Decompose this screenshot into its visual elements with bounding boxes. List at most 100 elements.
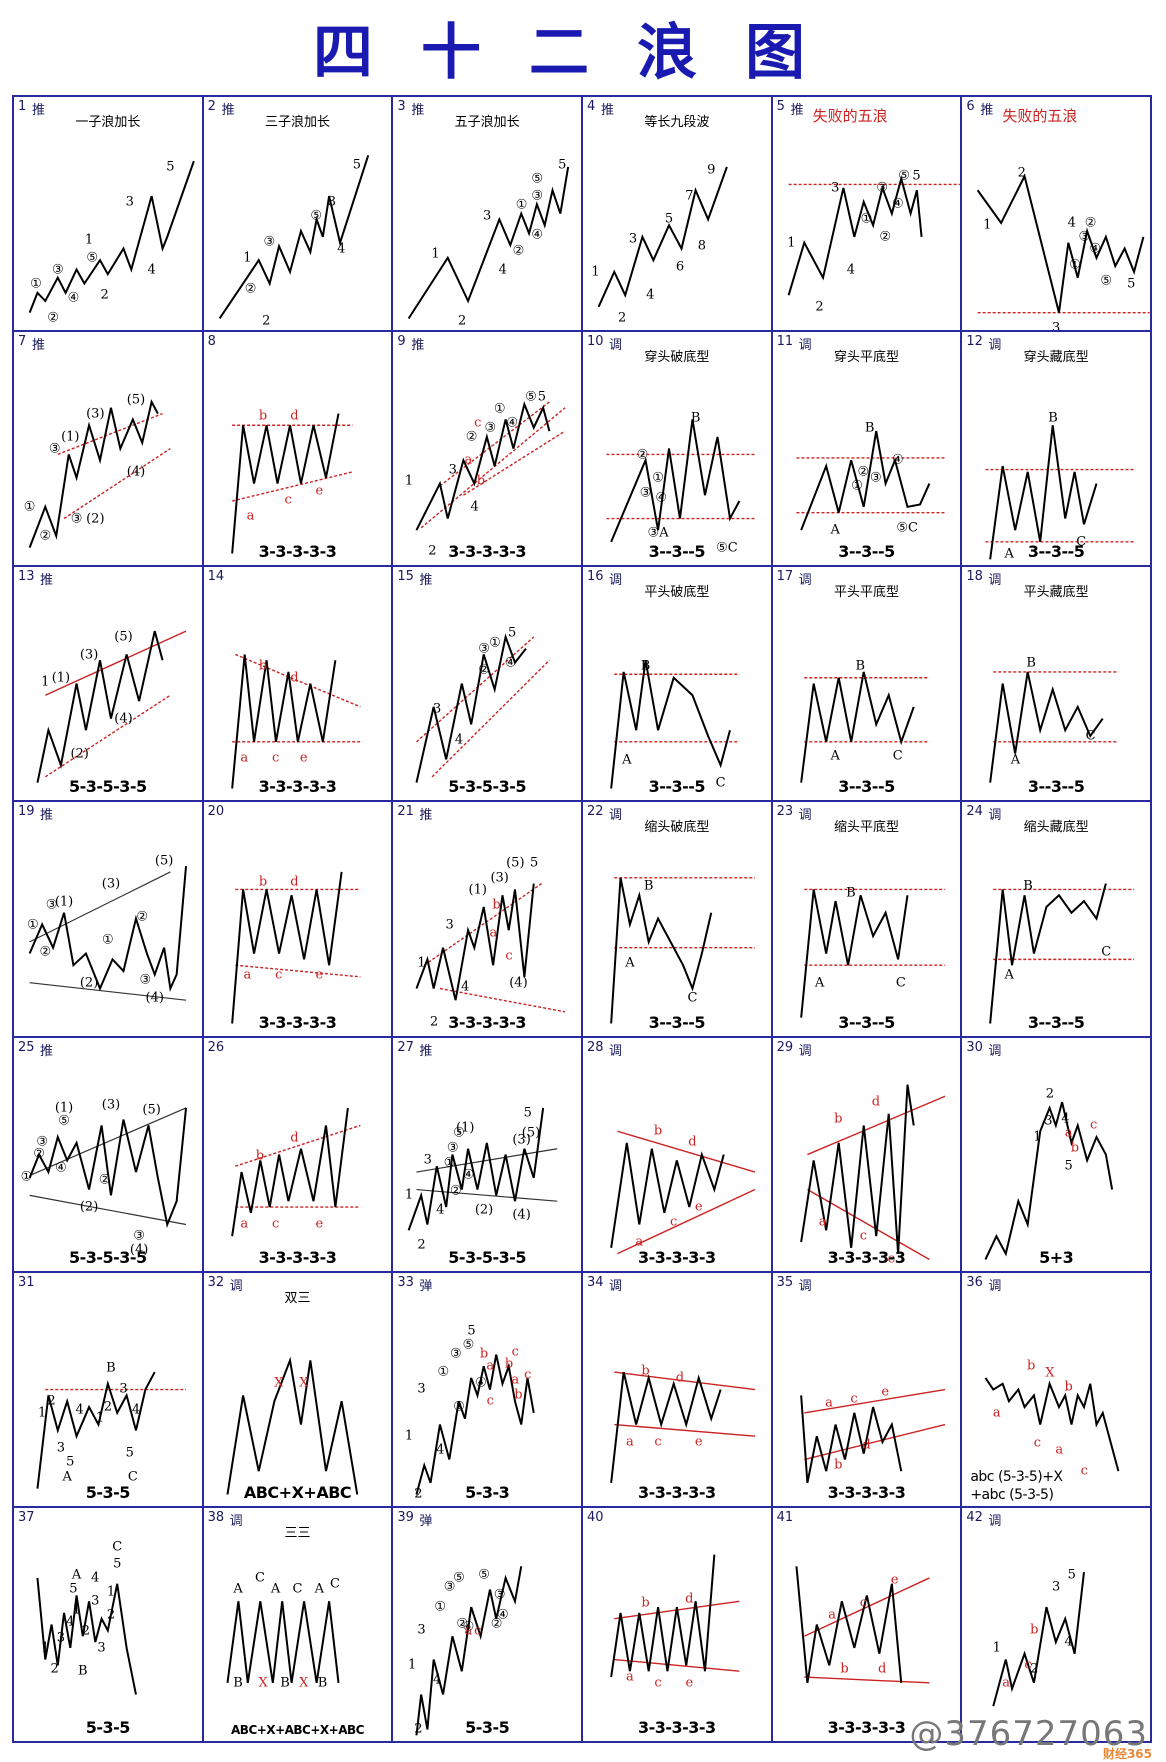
wave-label: 1: [404, 473, 414, 489]
wave-label: B: [1023, 878, 1033, 894]
wave-line: [232, 1108, 348, 1236]
wave-line: [611, 1372, 720, 1483]
wave-label: c: [670, 1214, 678, 1230]
cell-number: 42: [966, 1509, 983, 1525]
cell-number: 40: [587, 1509, 604, 1525]
cell-number: 15: [397, 569, 414, 585]
wave-line: [417, 884, 534, 1001]
cell-tag: 调: [609, 1043, 623, 1059]
wave-label: 3: [1052, 1579, 1061, 1595]
wave-label: 5: [664, 211, 674, 227]
wave-label: b: [840, 1661, 849, 1677]
wave-label: ③: [876, 180, 888, 196]
wave-label: X: [274, 1375, 284, 1391]
wave-label: ②: [456, 1616, 468, 1632]
wave-diagram: [583, 97, 771, 330]
wave-label: 4: [1061, 1111, 1070, 1127]
cell-number: 41: [776, 1509, 794, 1525]
wave-cell-11: B A ② ① ③ ④ ⑤C 11 调穿头平底型 3--3--5: [771, 331, 962, 567]
wave-label: 4: [454, 732, 464, 748]
cell-number: 18: [966, 569, 983, 585]
wave-label: (5): [154, 853, 174, 869]
wave-line: [232, 872, 341, 1024]
wave-diagram: [204, 1508, 392, 1741]
wave-label: ④: [1089, 241, 1102, 257]
trend-line: [64, 449, 170, 519]
wave-label: B: [846, 885, 856, 901]
wave-label: 2: [47, 1393, 56, 1409]
wave-label: ④: [462, 1167, 475, 1183]
cell-caption: 5-3-5: [85, 1482, 131, 1502]
cell-caption: 3-3-3-3-3: [637, 1482, 716, 1502]
wave-label: 5: [529, 855, 539, 871]
cell-number: 16: [587, 569, 604, 585]
wave-label: e: [881, 1384, 890, 1400]
cell-title: 双三: [284, 1290, 311, 1306]
trend-line: [617, 1131, 755, 1172]
wave-label: c: [474, 415, 482, 431]
wave-line: [611, 1142, 724, 1247]
cell-number: 22: [587, 804, 604, 820]
cell-caption: 5-3-5-3-5: [448, 1247, 527, 1267]
wave-label: ③: [36, 1134, 48, 1150]
wave-line: [990, 884, 1106, 1024]
wave-label: 3: [417, 1381, 426, 1397]
wave-label: d: [290, 408, 299, 424]
wave-label: ①: [20, 1169, 33, 1185]
wave-label: ①: [26, 917, 39, 933]
wave-label: 4: [461, 979, 470, 995]
wave-cell-41: a c e b d 41 3-3-3-3-3: [771, 1506, 962, 1742]
wave-label: C: [112, 1539, 123, 1555]
wave-label: (1): [54, 894, 74, 909]
wave-label: ①: [493, 401, 506, 417]
wave-label: a: [243, 967, 252, 983]
wave-cell-35: a c e b d 35 调 3-3-3-3-3: [771, 1271, 962, 1507]
wave-label: 3: [628, 231, 638, 247]
trend-line: [235, 966, 360, 978]
wave-label: A: [314, 1581, 325, 1597]
cell-number: 30: [966, 1039, 983, 1055]
wave-label: 4: [1067, 215, 1076, 231]
wave-label: a: [511, 1372, 520, 1388]
trend-line: [235, 1125, 360, 1166]
wave-label: C: [895, 975, 906, 991]
cell-number: 9: [397, 334, 406, 350]
wave-diagram: [962, 1508, 1150, 1741]
trend-line: [807, 1189, 929, 1259]
trend-line: [614, 1424, 755, 1436]
wave-cell-16: B A C 16 调平头破底型 3--3--5: [582, 566, 772, 802]
cell-number: 33: [397, 1274, 414, 1290]
cell-caption: 3-3-3-3-3: [827, 1717, 906, 1737]
wave-label: C: [1085, 728, 1096, 744]
wave-cell-17: B A C 17 调平头平底型 3--3--5: [771, 566, 962, 802]
wave-label: B: [690, 410, 701, 426]
wave-label: 1: [72, 1602, 81, 1618]
wave-label: C: [715, 775, 726, 791]
wave-label: 3: [119, 1381, 128, 1397]
wave-label: A: [233, 1581, 243, 1597]
wave-cell-2: 1 ② ③ ⑤ 3 4 2 5 2 推三子浪加长: [202, 96, 393, 332]
wave-line: [801, 890, 907, 1018]
wave-label: 5: [69, 1581, 78, 1597]
wave-label: (2): [474, 1202, 494, 1218]
wave-label: (1): [51, 670, 71, 686]
wave-label: ②: [136, 909, 149, 925]
wave-label: B: [640, 658, 651, 674]
cell-caption: 3-3-3-3-3: [448, 542, 527, 562]
wave-grid: ① ② ③ ④ ⑤ 1 2 3 4 5 1 推一子浪加长 1 ② ③ ⑤ 3 4 2 5 2 推三子浪加长 1 2 3 4 ② ① ④ ③…: [12, 95, 1152, 1743]
wave-label: 1: [591, 264, 600, 280]
wave-label: d: [675, 1370, 685, 1386]
trend-line: [807, 1096, 945, 1154]
cell-title: 缩头藏底型: [1023, 820, 1089, 836]
cell-tag: 推: [411, 338, 425, 354]
cell-number: 38: [207, 1509, 225, 1525]
wave-cell-12: B A C 12 调穿头藏底型 3--3--5: [961, 331, 1151, 567]
cell-title: 平头破底型: [644, 585, 710, 601]
cell-caption: ABC+X+ABC: [243, 1482, 352, 1502]
wave-label: 3: [423, 1152, 432, 1168]
wave-label: 5: [1064, 1158, 1073, 1174]
wave-label: C: [892, 748, 903, 764]
wave-label: ④: [531, 227, 544, 243]
wave-label: 5: [537, 389, 547, 405]
cell-number: 29: [776, 1039, 794, 1055]
